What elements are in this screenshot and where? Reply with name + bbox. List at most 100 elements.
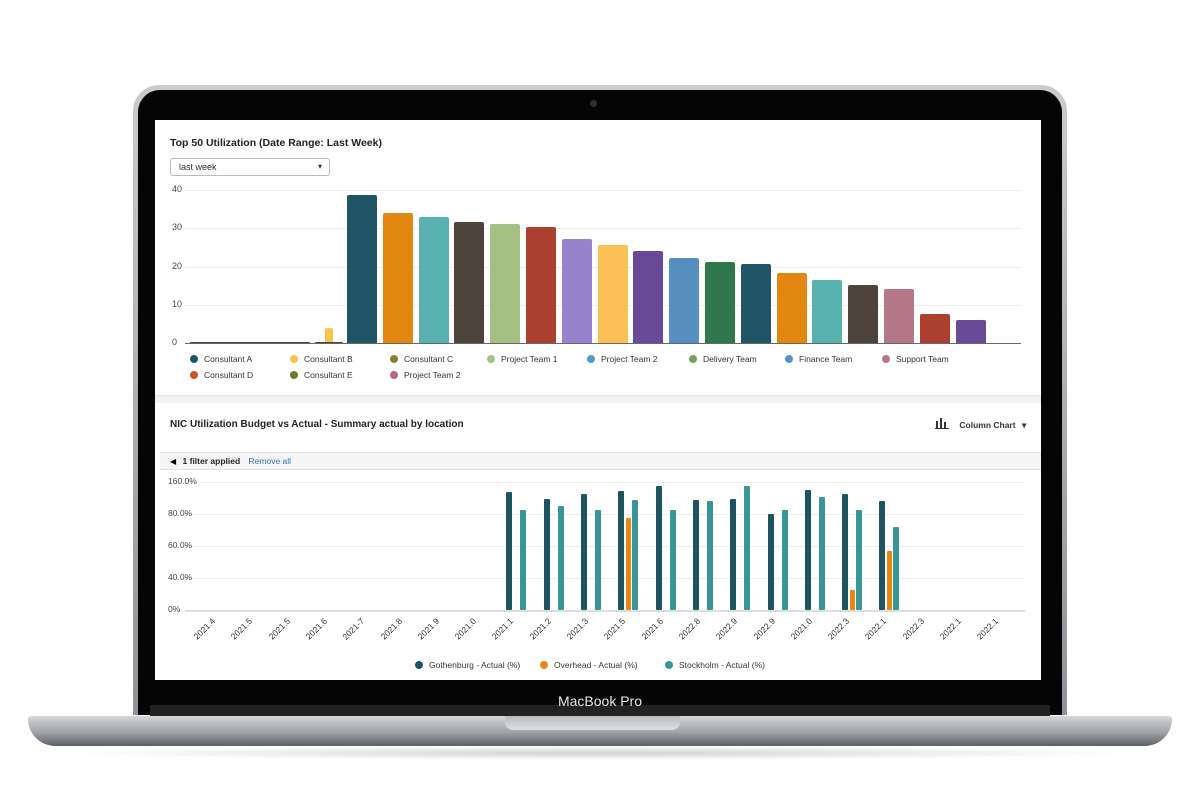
bar[interactable]	[454, 222, 485, 343]
remove-all-link[interactable]: Remove all	[248, 456, 292, 466]
y-tick-label: 40.0%	[168, 572, 193, 582]
device-brand-label: MacBook Pro	[557, 693, 643, 709]
legend-label: Finance Team	[799, 354, 853, 364]
legend-item[interactable]: Consultant D	[190, 370, 253, 380]
legend-item[interactable]: Consultant C	[390, 354, 453, 364]
chevron-down-icon: ▾	[1021, 420, 1027, 430]
bar[interactable]	[418, 216, 449, 343]
x-tick-label: 2022.9	[713, 616, 740, 642]
legend-item[interactable]: Gothenburg - Actual (%)	[415, 660, 520, 670]
legend-item[interactable]: Stockholm - Actual (%)	[665, 660, 765, 670]
bar-gothenburg[interactable]	[506, 492, 513, 610]
x-tick-label: 2021.6	[639, 616, 665, 642]
bar-stockholm[interactable]	[595, 510, 601, 610]
gridline	[185, 482, 1025, 483]
legend-label: Support Team	[896, 354, 949, 364]
bar-stockholm[interactable]	[781, 510, 788, 610]
bar[interactable]	[190, 342, 310, 343]
bar[interactable]	[347, 194, 377, 343]
y-tick-label: 80.0%	[168, 508, 193, 518]
bar[interactable]	[812, 280, 843, 343]
bar-gothenburg[interactable]	[655, 485, 662, 610]
legend-label: Delivery Team	[703, 354, 757, 364]
bar-gothenburg[interactable]	[842, 493, 849, 610]
bar[interactable]	[382, 212, 413, 343]
x-tick-label: 2022.9	[751, 616, 777, 642]
legend-item[interactable]: Project Team 2	[587, 354, 658, 364]
bar[interactable]	[848, 285, 879, 343]
legend-item[interactable]: Consultant A	[190, 354, 252, 364]
bar-stockholm[interactable]	[893, 526, 900, 610]
bar-gothenburg[interactable]	[767, 514, 774, 610]
legend-item[interactable]: Delivery Team	[689, 354, 757, 364]
bar-gothenburg[interactable]	[692, 499, 699, 610]
bar[interactable]	[740, 264, 771, 343]
y-tick-label: 30	[172, 222, 183, 233]
legend-item[interactable]: Support Team	[882, 354, 949, 364]
bar[interactable]	[633, 251, 664, 343]
bar-gothenburg[interactable]	[581, 493, 587, 610]
bar[interactable]	[325, 327, 333, 343]
bar-gothenburg[interactable]	[730, 498, 737, 610]
x-tick-label: 2021.1	[490, 616, 516, 642]
x-tick-label: 2021.5	[601, 616, 628, 642]
legend-dot-icon	[487, 355, 495, 363]
bar-stockholm[interactable]	[520, 510, 527, 610]
chart-type-label: Column Chart	[959, 420, 1016, 430]
bar-overhead[interactable]	[626, 517, 632, 610]
bar-stockholm[interactable]	[856, 510, 863, 610]
legend-item[interactable]: Consultant E	[290, 370, 353, 380]
legend-dot-icon	[190, 355, 198, 363]
collapse-icon[interactable]: ◀	[170, 457, 177, 466]
bar-stockholm[interactable]	[744, 485, 751, 610]
x-tick-label: 2021.5	[228, 616, 255, 642]
bar[interactable]	[776, 273, 807, 343]
bar[interactable]	[561, 238, 592, 343]
bar-stockholm[interactable]	[632, 499, 639, 610]
legend-label: Consultant D	[204, 370, 254, 380]
legend-item[interactable]: Project Team 2	[390, 370, 461, 380]
bar[interactable]	[526, 227, 556, 343]
x-tick-label: 2021.6	[303, 616, 329, 642]
bar[interactable]	[919, 313, 950, 343]
bar[interactable]	[669, 258, 700, 343]
legend-dot-icon	[540, 661, 548, 669]
bar[interactable]	[490, 224, 521, 343]
chart-type-dropdown[interactable]: Column Chart ▾	[935, 418, 1026, 431]
legend-dot-icon	[665, 661, 673, 669]
y-tick-label: 10	[172, 298, 183, 309]
legend-dot-icon	[290, 371, 298, 379]
bar[interactable]	[955, 320, 986, 343]
legend-item[interactable]: Project Team 1	[487, 354, 558, 364]
legend-dot-icon	[785, 355, 793, 363]
legend-item[interactable]: Consultant B	[290, 354, 353, 364]
legend-item[interactable]: Finance Team	[785, 354, 852, 364]
bar[interactable]	[884, 289, 914, 343]
bar-stockholm[interactable]	[706, 501, 713, 610]
filter-bar: ◀ 1 filter applied Remove all	[160, 452, 1041, 470]
date-range-select[interactable]: last week ▾	[170, 158, 330, 176]
bar-stockholm[interactable]	[669, 510, 676, 610]
legend-dot-icon	[882, 355, 890, 363]
bar[interactable]	[705, 261, 735, 343]
legend-dot-icon	[390, 371, 398, 379]
y-tick-label: 0	[172, 337, 178, 347]
bar-gothenburg[interactable]	[618, 490, 625, 610]
bar-overhead[interactable]	[887, 551, 893, 610]
legend-item[interactable]: Overhead - Actual (%)	[540, 660, 638, 670]
bar-stockholm[interactable]	[557, 506, 564, 610]
bar[interactable]	[597, 245, 628, 343]
bar-overhead[interactable]	[850, 589, 856, 610]
bar-gothenburg[interactable]	[543, 498, 550, 610]
x-tick-label: 2022.8	[676, 616, 702, 642]
bar-gothenburg[interactable]	[879, 501, 886, 610]
x-tick-label: 2022.1	[974, 616, 1001, 642]
legend-label: Consultant C	[404, 354, 454, 364]
bar[interactable]	[315, 341, 343, 343]
legend-dot-icon	[190, 371, 198, 379]
bar-gothenburg[interactable]	[804, 489, 811, 610]
legend-label: Consultant B	[304, 354, 353, 364]
panel-title: Top 50 Utilization (Date Range: Last Wee…	[170, 137, 382, 149]
bar-stockholm[interactable]	[818, 497, 825, 610]
y-tick-label: 40	[172, 184, 183, 194]
